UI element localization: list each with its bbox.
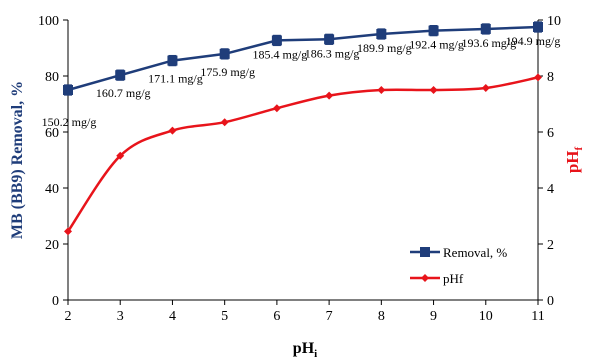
data-point <box>428 25 439 36</box>
data-point <box>325 91 334 100</box>
x-tick-label: 5 <box>221 309 228 324</box>
data-point <box>377 86 386 94</box>
data-label: 194.9 mg/g <box>506 34 561 48</box>
y-axis-right-label-main: pH <box>563 150 582 173</box>
x-axis-label: pHi <box>293 340 317 360</box>
data-point <box>220 118 229 127</box>
data-label: 193.6 mg/g <box>461 36 516 50</box>
y-right-tick-label: 4 <box>547 182 554 197</box>
data-point <box>115 70 126 81</box>
x-tick-label: 9 <box>430 309 437 324</box>
data-point <box>116 151 125 160</box>
y-axis-left-label: MB (BB9) Removal, % <box>9 81 26 239</box>
x-tick-label: 7 <box>326 309 333 324</box>
legend-label: pHf <box>443 271 464 286</box>
data-point <box>63 85 73 95</box>
data-point <box>167 55 178 66</box>
data-point <box>168 126 177 135</box>
y-left-tick-label: 40 <box>45 182 59 197</box>
data-label: 175.9 mg/g <box>200 65 255 79</box>
data-point <box>271 35 282 46</box>
data-label: 171.1 mg/g <box>148 72 203 86</box>
data-label: 160.7 mg/g <box>96 86 151 100</box>
data-point <box>376 29 387 39</box>
data-point <box>272 104 281 113</box>
y-left-tick-label: 100 <box>38 14 59 29</box>
x-tick-label: 11 <box>531 309 544 324</box>
data-label: 186.3 mg/g <box>305 46 360 60</box>
legend-marker <box>421 274 429 282</box>
y-right-tick-label: 2 <box>547 238 554 253</box>
data-label: 185.4 mg/g <box>253 47 308 61</box>
data-point <box>534 73 542 82</box>
y-axis-right-label-sub: f <box>573 146 585 150</box>
data-label: 192.4 mg/g <box>409 38 464 52</box>
legend-label: Removal, % <box>443 245 507 260</box>
x-tick-label: 6 <box>273 309 280 324</box>
y-right-tick-label: 0 <box>547 294 554 309</box>
y-left-tick-label: 80 <box>45 70 59 85</box>
x-axis-label-sub: i <box>314 348 317 360</box>
data-point <box>324 34 335 45</box>
x-tick-label: 3 <box>117 309 124 324</box>
data-point <box>64 227 72 236</box>
legend-marker <box>420 247 430 257</box>
y-left-tick-label: 60 <box>45 126 59 141</box>
data-label: 150.2 mg/g <box>42 115 97 129</box>
data-point <box>533 22 543 32</box>
data-label: 189.9 mg/g <box>357 41 412 55</box>
x-tick-label: 4 <box>169 309 176 324</box>
legend: Removal, % pHf <box>410 245 507 286</box>
y-axis-right-label: pHf <box>563 146 585 173</box>
series-layer <box>63 21 543 236</box>
y-right-tick-label: 10 <box>547 14 561 29</box>
data-point <box>481 84 490 93</box>
x-axis-label-main: pH <box>293 340 315 357</box>
data-point <box>480 23 491 34</box>
y-left-tick-label: 0 <box>52 294 59 309</box>
x-tick-label: 2 <box>65 309 72 324</box>
series-line-2 <box>66 76 539 233</box>
x-tick-label: 8 <box>378 309 385 324</box>
series-line-1 <box>67 25 539 92</box>
y-right-tick-label: 6 <box>547 126 554 141</box>
data-point <box>219 48 230 59</box>
plot-frame <box>67 20 539 301</box>
data-point <box>429 86 438 94</box>
x-tick-label: 10 <box>479 309 493 324</box>
y-left-tick-label: 20 <box>45 238 59 253</box>
y-right-tick-label: 8 <box>547 70 554 85</box>
